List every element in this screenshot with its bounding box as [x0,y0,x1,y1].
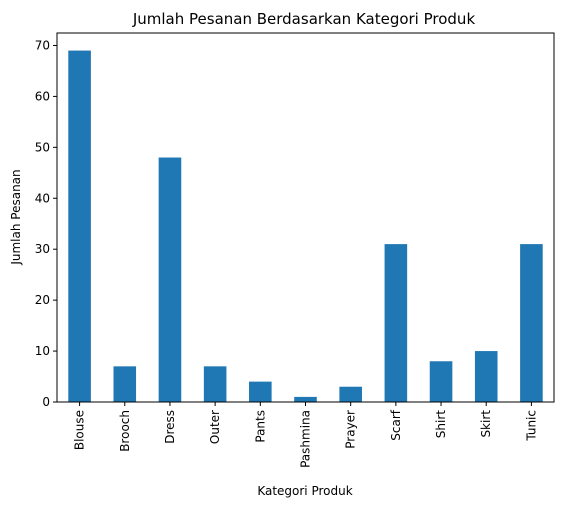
x-tick-label: Tunic [524,410,538,442]
x-tick-label: Pashmina [299,410,313,468]
x-axis-label: Kategori Produk [257,484,352,498]
bar-skirt [474,351,498,402]
y-axis-ticks: 0 10 20 30 40 50 60 70 [35,38,57,409]
bar-scarf [384,244,408,402]
y-tick-label: 20 [35,293,50,307]
bar-brooch [113,366,137,402]
x-tick-label: Shirt [434,410,448,438]
x-tick-label: Prayer [344,410,358,449]
x-tick-label: Blouse [73,410,87,450]
y-tick-label: 70 [35,38,50,52]
bar-pashmina [294,396,317,402]
bar-pants [249,381,272,402]
bar-shirt [429,361,453,402]
y-tick-label: 60 [35,89,50,103]
y-tick-label: 0 [42,395,50,409]
x-tick-label: Pants [253,410,267,443]
bar-dress [158,157,182,402]
bar-prayer [339,386,362,402]
y-tick-label: 30 [35,242,50,256]
bar-outer [203,366,227,402]
x-tick-label: Skirt [479,410,493,438]
x-tick-label: Scarf [389,409,403,441]
chart-title: Jumlah Pesanan Berdasarkan Kategori Prod… [132,10,476,28]
y-axis-label: Jumlah Pesanan [9,169,23,265]
x-tick-label: Outer [208,410,222,444]
y-tick-label: 40 [35,191,50,205]
x-tick-label: Dress [163,410,177,444]
y-tick-label: 10 [35,344,50,358]
bar-tunic [520,244,543,402]
plot-frame [56,32,555,403]
bars-group [68,50,543,402]
y-tick-label: 50 [35,140,50,154]
bar-blouse [68,50,91,402]
x-axis-ticks: Blouse Brooch Dress Outer Pants Pashmina Praye… [73,402,538,468]
x-tick-label: Brooch [118,410,132,452]
